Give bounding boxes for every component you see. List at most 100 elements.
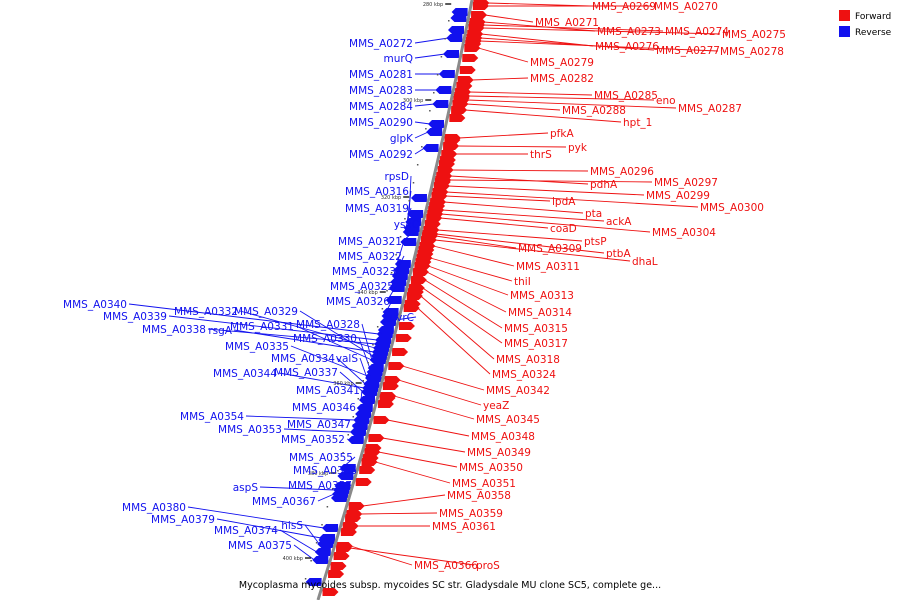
reverse-gene-label[interactable]: MMS_A0347 [287, 419, 351, 431]
forward-gene-label[interactable]: yeaZ [483, 400, 509, 412]
forward-gene-label[interactable]: MMS_A0342 [486, 385, 550, 397]
reverse-gene-label[interactable]: MMS_A0353 [218, 424, 282, 436]
forward-gene-label[interactable]: MMS_A0282 [530, 73, 594, 85]
forward-gene-label[interactable]: MMS_A0349 [467, 447, 531, 459]
reverse-gene-label[interactable]: MMS_A0322 [338, 251, 402, 263]
reverse-gene-label[interactable]: glpK [390, 133, 414, 145]
forward-gene-label[interactable]: MMS_A0350 [459, 462, 523, 474]
forward-gene-label[interactable]: thrS [530, 149, 552, 161]
reverse-gene-label[interactable]: MMS_A0323 [332, 266, 396, 278]
forward-gene-label[interactable]: hpt_1 [623, 117, 652, 129]
reverse-gene-label[interactable]: MMS_A0346 [292, 402, 356, 414]
forward-gene-label[interactable]: pta [585, 208, 602, 220]
forward-gene-label[interactable]: MMS_A0274 [665, 26, 729, 38]
forward-gene-label[interactable]: MMS_A0358 [447, 490, 511, 502]
reverse-gene-label[interactable]: MMS_A0326 [326, 296, 390, 308]
reverse-gene-label[interactable]: MMS_A0319 [345, 203, 409, 215]
reverse-gene-label[interactable]: MMS_A0355 [289, 452, 353, 464]
forward-gene-label[interactable]: MMS_A0348 [471, 431, 535, 443]
reverse-gene-label[interactable]: MMS_A0329 [234, 306, 298, 318]
forward-gene-label[interactable]: MMS_A0304 [652, 227, 716, 239]
reverse-gene-label[interactable]: MMS_A0338 [142, 324, 206, 336]
reverse-gene-label[interactable]: MMS_A0272 [349, 38, 413, 50]
forward-gene-label[interactable]: MMS_A0278 [720, 46, 784, 58]
forward-gene-label[interactable]: proS [476, 560, 500, 572]
forward-gene-label[interactable]: MMS_A0273 [597, 26, 661, 38]
reverse-gene-label[interactable]: MMS_A0332 [174, 306, 238, 318]
reverse-gene-label[interactable]: MMS_A0321 [338, 236, 402, 248]
forward-gene-label[interactable]: pfkA [550, 128, 574, 140]
reverse-gene-label[interactable]: valS [336, 353, 359, 365]
forward-gene-label[interactable]: pdhA [590, 179, 618, 191]
forward-gene-label[interactable]: lpdA [552, 196, 576, 208]
reverse-gene-label[interactable]: MMS_A0341 [296, 385, 360, 397]
reverse-gene-label[interactable]: MMS_A0283 [349, 85, 413, 97]
reverse-gene-label[interactable]: MMS_A0284 [349, 101, 413, 113]
forward-gene-label[interactable]: dhaL [632, 256, 658, 268]
forward-gene-label[interactable]: MMS_A0351 [452, 478, 516, 490]
forward-gene-label[interactable]: MMS_A0287 [678, 103, 742, 115]
forward-gene-label[interactable]: MMS_A0299 [646, 190, 710, 202]
reverse-gene-label[interactable]: MMS_A0356 [293, 465, 357, 477]
forward-gene-label[interactable]: thiI [514, 276, 531, 288]
forward-gene-label[interactable]: MMS_A0318 [496, 354, 560, 366]
reverse-gene-label[interactable]: MMS_A0316 [345, 186, 409, 198]
forward-gene-label[interactable]: ptbA [606, 248, 631, 260]
forward-gene-label[interactable]: MMS_A0288 [562, 105, 626, 117]
reverse-gene-label[interactable]: uvrC [389, 312, 414, 324]
forward-gene-label[interactable]: MMS_A0311 [516, 261, 580, 273]
reverse-gene-label[interactable]: aspS [233, 482, 259, 494]
reverse-gene-label[interactable]: MMS_A0344 [213, 368, 277, 380]
reverse-gene-label[interactable]: MMS_A0352 [281, 434, 345, 446]
reverse-gene-label[interactable]: rsgA [208, 325, 232, 337]
reverse-gene-label[interactable]: murQ [384, 53, 413, 65]
forward-gene-label[interactable]: MMS_A0359 [439, 508, 503, 520]
forward-gene-label[interactable]: MMS_A0285 [594, 90, 658, 102]
forward-gene-label[interactable]: pyk [568, 142, 588, 154]
forward-gene-label[interactable]: MMS_A0317 [504, 338, 568, 350]
reverse-gene-label[interactable]: MMS_A0340 [63, 299, 127, 311]
forward-gene-label[interactable]: MMS_A0270 [654, 1, 718, 13]
forward-gene-label[interactable]: MMS_A0313 [510, 290, 574, 302]
reverse-gene-label[interactable]: MMS_A0281 [349, 69, 413, 81]
forward-gene-label[interactable]: MMS_A0345 [476, 414, 540, 426]
reverse-gene-label[interactable]: MMS_A0357 [288, 480, 352, 492]
forward-gene-label[interactable]: MMS_A0361 [432, 521, 496, 533]
forward-gene-label[interactable]: MMS_A0314 [508, 307, 572, 319]
reverse-gene-label[interactable]: MMS_A0335 [225, 341, 289, 353]
forward-gene-label[interactable]: MMS_A0275 [722, 29, 786, 41]
forward-gene-label[interactable]: coaD [550, 223, 577, 235]
forward-gene-label[interactable]: MMS_A0269 [592, 1, 656, 13]
reverse-gene-label[interactable]: ysxC [394, 219, 419, 231]
reverse-gene-label[interactable]: MMS_A0379 [151, 514, 215, 526]
reverse-gene-label[interactable]: MMS_A0328 [296, 319, 360, 331]
reverse-gene-label[interactable]: MMS_A0330 [293, 333, 357, 345]
forward-gene-label[interactable]: MMS_A0366 [414, 560, 478, 572]
forward-gene-label[interactable]: MMS_A0276 [595, 41, 659, 53]
reverse-gene-label[interactable]: MMS_A0339 [103, 311, 167, 323]
forward-gene-label[interactable]: MMS_A0277 [656, 45, 720, 57]
forward-gene-label[interactable]: MMS_A0315 [504, 323, 568, 335]
reverse-gene-label[interactable]: MMS_A0375 [228, 540, 292, 552]
reverse-gene-label[interactable]: rpsD [384, 171, 409, 183]
forward-gene-label[interactable]: eno [656, 95, 676, 107]
forward-gene-label[interactable]: MMS_A0309 [518, 243, 582, 255]
forward-gene-label[interactable]: MMS_A0300 [700, 202, 764, 214]
forward-gene-label[interactable]: ptsP [584, 236, 607, 248]
reverse-gene-label[interactable]: MMS_A0331 [230, 321, 294, 333]
forward-gene-label[interactable]: MMS_A0297 [654, 177, 718, 189]
reverse-gene-label[interactable]: MMS_A0337 [274, 367, 338, 379]
forward-gene-label[interactable]: MMS_A0271 [535, 17, 599, 29]
reverse-gene-label[interactable]: MMS_A0325 [330, 281, 394, 293]
forward-gene-label[interactable]: MMS_A0296 [590, 166, 654, 178]
reverse-gene-label[interactable]: MMS_A0380 [122, 502, 186, 514]
reverse-gene-label[interactable]: MMS_A0290 [349, 117, 413, 129]
reverse-gene-label[interactable]: MMS_A0367 [252, 496, 316, 508]
forward-gene-label[interactable]: MMS_A0279 [530, 57, 594, 69]
reverse-gene-label[interactable]: hisS [281, 520, 303, 532]
reverse-gene-label[interactable]: MMS_A0292 [349, 149, 413, 161]
forward-gene-label[interactable]: ackA [606, 216, 632, 228]
reverse-gene-label[interactable]: MMS_A0354 [180, 411, 244, 423]
forward-gene-label[interactable]: MMS_A0324 [492, 369, 556, 381]
reverse-gene-label[interactable]: MMS_A0374 [214, 525, 278, 537]
